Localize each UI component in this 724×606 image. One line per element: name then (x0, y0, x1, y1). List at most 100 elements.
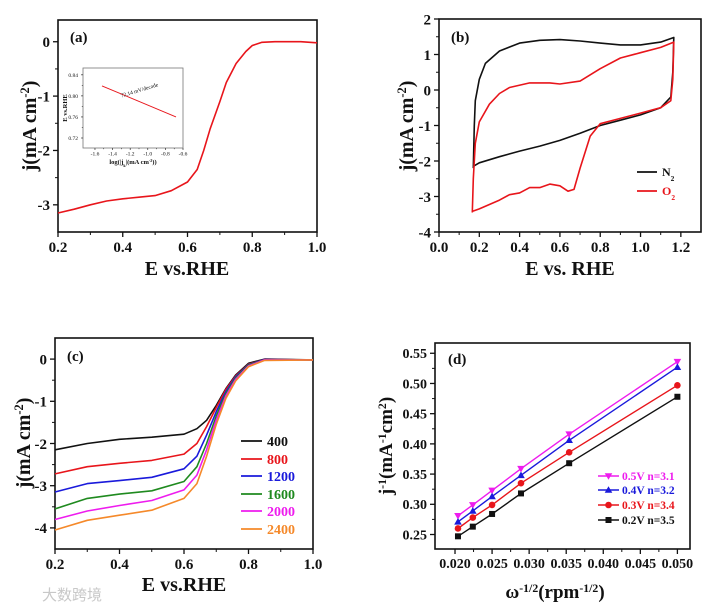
superscript: -1/2 (579, 582, 598, 595)
inset-x-tick-label: -0.8 (161, 152, 170, 158)
panel-c-label: (c) (67, 349, 84, 365)
label-text: E vs.RHE (145, 258, 229, 280)
panel-c-x-tick-label: 0.6 (175, 557, 194, 573)
panel-d-y-tick-label: 0.30 (403, 498, 428, 513)
panel-b-label: (b) (451, 30, 469, 46)
inset-y-axis-title: E vs.RHE (62, 94, 69, 121)
subscript: 2 (671, 193, 675, 202)
panel-d-legend-label: 0.4V n=3.2 (622, 485, 675, 497)
label-text: j(mA cm (13, 414, 35, 489)
panel-a-x-tick-label: 0.4 (113, 240, 132, 256)
panel-a-label: (a) (70, 30, 88, 46)
panel-d-data-point (454, 525, 462, 532)
panel-c-x-tick-label: 0.4 (110, 557, 129, 573)
panel-c-legend-label: 400 (267, 435, 288, 450)
panel-b-y-tick-label: -2 (419, 154, 432, 170)
panel-d-data-point (674, 393, 681, 400)
label-text: log(|j (109, 159, 123, 166)
panel-b-x-tick-label: 0.2 (470, 240, 489, 256)
panel-c-y-tick-label: 0 (40, 352, 48, 368)
inset-y-tick-label: 0.80 (68, 94, 78, 100)
panel-d-series-line (457, 361, 678, 517)
panel-c-series-1600 (54, 359, 313, 510)
inset-y-tick-label: 0.76 (68, 115, 78, 121)
panel-d-x-tick-label: 0.035 (550, 557, 582, 572)
panel-a-series-line (57, 40, 318, 214)
panel-b-y-tick-label: -4 (419, 225, 432, 241)
panel-d-x-tick-label: 0.025 (476, 557, 508, 572)
panel-d-data-point (565, 431, 573, 439)
panel-c-series-2400 (54, 359, 314, 531)
label-text: ) (376, 397, 397, 403)
panel-c-plot-frame (54, 337, 314, 550)
superscript: -1 (376, 479, 389, 489)
inset-x-tick-label: -1.4 (108, 152, 117, 158)
inset-x-tick-label: -1.6 (91, 152, 100, 158)
panel-d-data-point (673, 363, 682, 370)
subscript: k (123, 163, 126, 168)
panel-d-legend-label: 0.3V n=3.4 (622, 500, 675, 512)
inset-tafel-line (101, 85, 177, 118)
panel-c-x-axis-title: E vs.RHE (142, 574, 226, 596)
panel-c-x-tick-label: 0.2 (46, 557, 65, 573)
panel-d-data-point (469, 502, 477, 509)
label-text: )) (152, 159, 156, 166)
panel-a-x-tick-label: 0.6 (178, 240, 197, 256)
panel-a-y-tick-label: 0 (43, 35, 51, 51)
inset-y-tick-label: 0.84 (68, 73, 78, 79)
panel-b-y-tick-label: -3 (419, 190, 432, 206)
panel-a-x-tick-label: 0.2 (49, 240, 68, 256)
label-text: cm (376, 409, 397, 433)
label-text: ω (505, 582, 519, 603)
superscript: -2 (12, 404, 26, 414)
superscript: -2 (18, 87, 32, 97)
panel-d-y-tick-label: 0.40 (403, 438, 428, 453)
panel-b-y-tick-label: 1 (424, 48, 432, 64)
panel-d-legend-marker (604, 473, 613, 480)
panel-c-y-tick-label: -3 (35, 479, 48, 495)
panel-d-x-tick-label: 0.045 (625, 557, 657, 572)
panel-d-x-axis-title: ω-1/2(rpm-1/2) (505, 582, 604, 604)
watermark: 大数跨境 (42, 586, 102, 604)
panel-b-legend-label: N2 (662, 165, 675, 183)
label-text: j(mA cm (19, 97, 41, 172)
label-text: O (662, 184, 671, 198)
label-text: ) (396, 81, 418, 88)
panel-c-y-axis-title: j(mA cm-2) (12, 398, 35, 490)
panel-b-y-tick-label: 0 (424, 83, 432, 99)
subscript: 2 (671, 174, 675, 183)
panel-d-x-tick-label: 0.020 (439, 557, 471, 572)
panel-d-data-point (489, 510, 496, 517)
label-text: ) (13, 398, 35, 405)
label-text: j (376, 489, 397, 496)
inset-x-axis-title: log(|jk|(mA cm-2)) (109, 158, 156, 168)
panel-b-x-tick-label: 0.0 (430, 240, 449, 256)
label-text: (mA (376, 443, 397, 479)
panel-d-y-axis-title: j-1(mA-1cm2) (376, 397, 398, 496)
panel-d-data-point (469, 514, 477, 521)
panel-d-data-point (454, 512, 462, 520)
panel-c-x-tick-label: 1.0 (304, 557, 323, 573)
panel-d-legend-label: 0.5V n=3.1 (622, 471, 675, 483)
label-text: E vs.RHE (62, 94, 69, 121)
panel-b-series-O2 (471, 41, 675, 213)
label-text: E vs.RHE (142, 574, 226, 596)
panel-d-data-point (566, 460, 573, 467)
panel-c-legend-label: 2000 (267, 505, 295, 520)
panel-c-legend-label: 2400 (267, 523, 295, 538)
panel-d-data-point (454, 533, 461, 540)
panel-d-data-point (517, 479, 525, 487)
panel-d-x-tick-label: 0.030 (513, 557, 545, 572)
panel-b-y-tick-label: 2 (424, 12, 432, 28)
panel-d-y-tick-label: 0.45 (403, 408, 428, 423)
panel-d-data-point (565, 436, 573, 444)
panel-a-x-tick-label: 0.8 (243, 240, 262, 256)
panel-a-y-tick-label: -2 (38, 144, 51, 160)
panel-a-y-axis-title: j(mA cm-2) (18, 81, 41, 173)
panel-a-y-tick-label: -1 (38, 89, 51, 105)
panel-d-data-point (488, 492, 496, 500)
panel-b-x-tick-label: 0.8 (591, 240, 610, 256)
panel-b-legend-label: O2 (662, 184, 675, 202)
panel-d-data-point (488, 501, 496, 509)
